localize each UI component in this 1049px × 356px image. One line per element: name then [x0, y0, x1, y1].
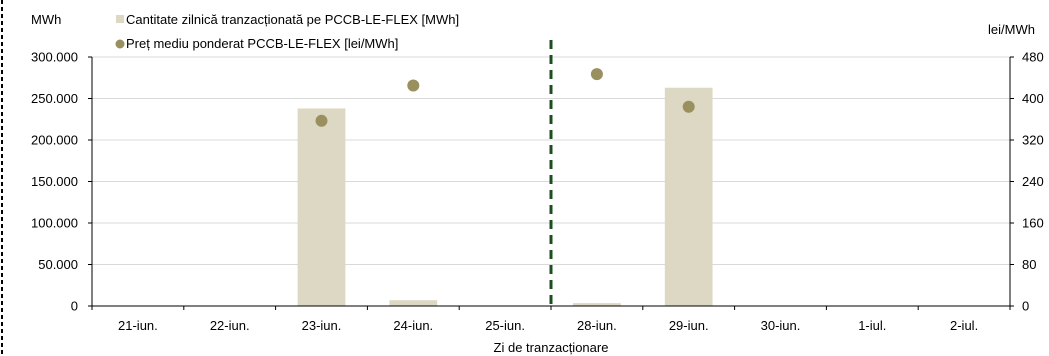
x-tick-label: 1-iul.	[858, 318, 886, 333]
y-left-tick-label: 100.000	[31, 216, 78, 231]
axes	[88, 56, 1014, 310]
bar-24-iun.	[389, 300, 438, 306]
bar-23-iun.	[297, 108, 346, 307]
price-point-23-iun.	[315, 114, 328, 127]
y-left-tick-label: 250.000	[31, 91, 78, 106]
price-point-24-iun.	[407, 79, 420, 92]
x-tick-label: 25-iun.	[485, 318, 525, 333]
price-point-29-iun.	[682, 100, 695, 113]
scatter-series	[315, 68, 695, 127]
x-tick-labels: 21-iun. 22-iun. 23-iun. 24-iun. 25-iun. 28-iu…	[118, 318, 978, 333]
legend-swatch-dot	[115, 39, 125, 49]
bar-28-iun.	[573, 303, 621, 306]
y-left-tick-labels: 0 50.000 100.000 150.000 200.000 250.000 300.0…	[31, 50, 78, 314]
legend-label-bar: Cantitate zilnică tranzacționată pe PCCB…	[126, 12, 459, 27]
legend: Cantitate zilnică tranzacționată pe PCCB…	[115, 12, 459, 51]
y-left-tick-label: 0	[71, 299, 78, 314]
x-axis-title: Zi de tranzacționare	[494, 340, 609, 355]
x-tick-label: 23-iun.	[302, 318, 342, 333]
y-right-tick-label: 320	[1022, 133, 1044, 148]
y-right-tick-label: 80	[1022, 257, 1036, 272]
bar-series	[297, 87, 713, 307]
price-point-28-iun.	[590, 68, 603, 81]
bar-29-iun.	[664, 87, 713, 307]
y-right-tick-label: 240	[1022, 174, 1044, 189]
legend-swatch-bar	[116, 15, 124, 23]
x-tick-label: 21-iun.	[118, 318, 158, 333]
x-tick-label: 24-iun.	[393, 318, 433, 333]
y-left-tick-label: 300.000	[31, 50, 78, 65]
y-right-tick-label: 480	[1022, 50, 1044, 65]
y-right-tick-label: 160	[1022, 216, 1044, 231]
y-right-tick-label: 0	[1022, 299, 1029, 314]
x-tick-label: 29-iun.	[669, 318, 709, 333]
y-right-unit: lei/MWh	[988, 22, 1035, 37]
x-tick-label: 2-iul.	[950, 318, 978, 333]
x-tick-label: 22-iun.	[210, 318, 250, 333]
y-left-tick-label: 200.000	[31, 133, 78, 148]
y-left-unit: MWh	[31, 12, 61, 27]
y-right-tick-label: 400	[1022, 91, 1044, 106]
y-right-tick-labels: 0 80 160 240 320 400 480	[1022, 50, 1044, 314]
x-tick-label: 30-iun.	[761, 318, 801, 333]
y-left-tick-label: 150.000	[31, 174, 78, 189]
x-tick-label: 28-iun.	[577, 318, 617, 333]
legend-label-dot: Preț mediu ponderat PCCB-LE-FLEX [lei/MW…	[126, 36, 398, 51]
y-left-tick-label: 50.000	[38, 257, 78, 272]
